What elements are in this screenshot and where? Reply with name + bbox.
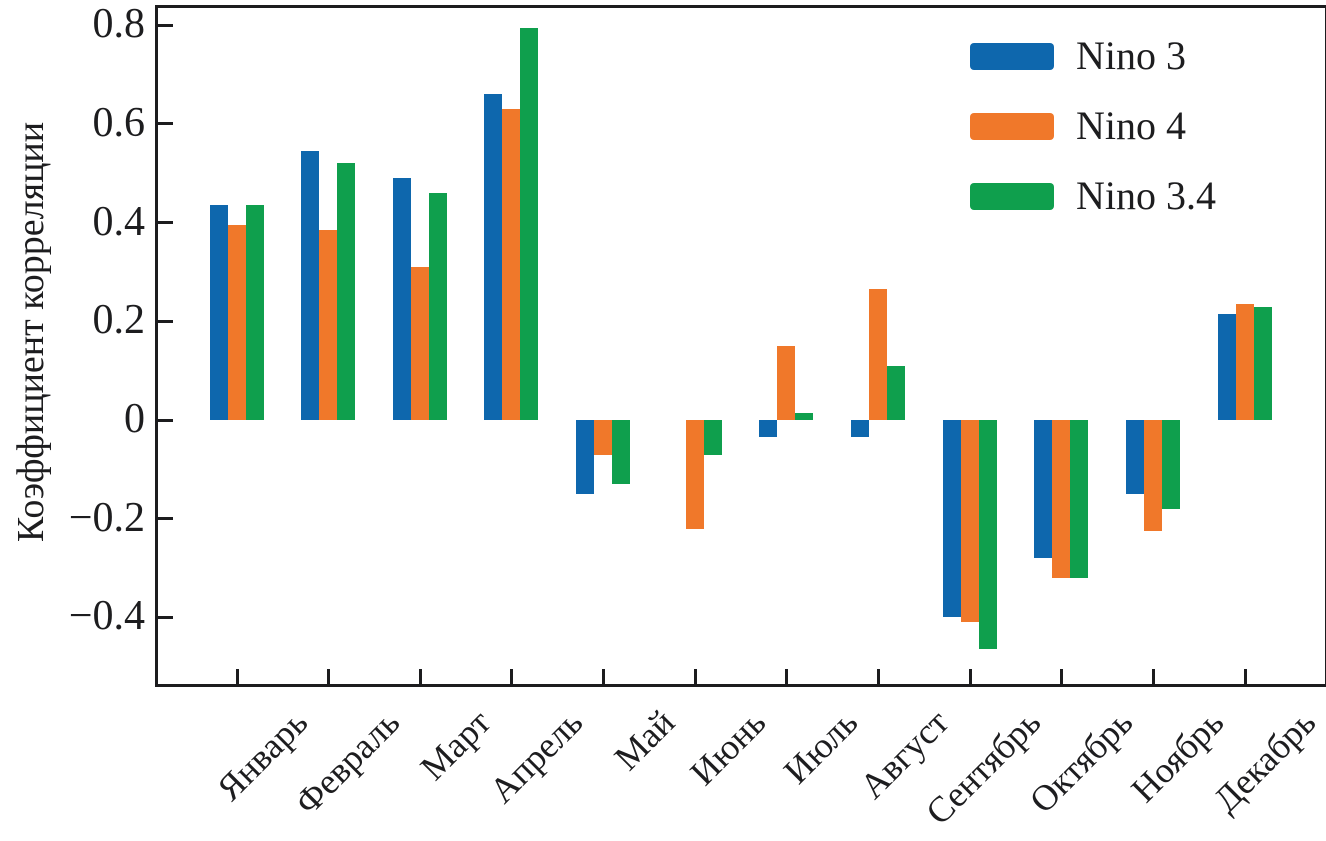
legend-item: Nino 3.4 (970, 176, 1216, 216)
bar-nino4-апрель (502, 109, 521, 420)
x-tick (693, 669, 697, 684)
bar-nino34-май (612, 420, 631, 485)
bar-nino34-март (428, 193, 447, 420)
bar-nino3-февраль (301, 151, 320, 420)
bar-nino4-сентябрь (960, 420, 979, 623)
bar-nino4-июль (777, 346, 796, 420)
y-tick-label: 0.6 (92, 99, 146, 146)
x-tick (235, 669, 239, 684)
x-tick (510, 669, 514, 684)
y-tick-label: 0.8 (92, 1, 146, 48)
x-tick (418, 669, 422, 684)
y-tick-label: −0.4 (68, 593, 145, 640)
bar-nino34-июнь (703, 420, 722, 455)
y-tick (158, 319, 173, 323)
bar-nino3-ноябрь (1125, 420, 1144, 494)
bar-nino4-декабрь (1235, 304, 1254, 420)
bar-nino3-октябрь (1034, 420, 1053, 559)
bar-nino34-июль (795, 412, 814, 420)
bar-nino3-январь (209, 205, 228, 420)
bar-nino3-май (576, 420, 595, 494)
legend-swatch-nino3 (970, 42, 1054, 70)
legend-item: Nino 3 (970, 36, 1216, 76)
bar-nino3-апрель (484, 94, 503, 420)
bar-nino34-ноябрь (1161, 420, 1180, 509)
legend-swatch-nino34 (970, 182, 1054, 210)
y-tick-label: 0.4 (92, 198, 146, 245)
bar-nino4-март (410, 267, 429, 420)
y-tick (158, 418, 173, 422)
legend-label: Nino 3.4 (1076, 173, 1216, 218)
y-tick-label: −0.2 (68, 494, 145, 541)
legend-label: Nino 3 (1076, 33, 1186, 78)
bar-nino3-март (392, 178, 411, 420)
x-tick (785, 669, 789, 684)
x-tick (876, 669, 880, 684)
x-tick (1060, 669, 1064, 684)
y-tick (158, 615, 173, 619)
bar-nino34-октябрь (1070, 420, 1089, 578)
bar-nino3-сентябрь (942, 420, 961, 618)
bar-nino3-декабрь (1217, 313, 1236, 420)
x-tick (1243, 669, 1247, 684)
legend: Nino 3 Nino 4 Nino 3.4 (970, 36, 1216, 216)
x-tick (602, 669, 606, 684)
bar-nino4-май (594, 420, 613, 455)
bar-nino34-декабрь (1253, 306, 1272, 420)
bar-nino4-август (868, 289, 887, 420)
y-tick-label: 0.2 (92, 297, 146, 344)
bar-nino34-сентябрь (978, 420, 997, 650)
y-tick (158, 221, 173, 225)
bar-nino4-январь (227, 225, 246, 420)
x-tick (968, 669, 972, 684)
bar-nino34-апрель (520, 27, 539, 420)
bar-nino4-февраль (319, 230, 338, 420)
x-tick (1151, 669, 1155, 684)
y-tick (158, 122, 173, 126)
y-tick-label: 0 (124, 396, 145, 442)
y-tick (158, 23, 173, 27)
bar-nino3-июль (759, 420, 778, 438)
bar-nino34-январь (245, 205, 264, 420)
bar-nino4-октябрь (1052, 420, 1071, 578)
bar-nino34-август (886, 365, 905, 420)
y-tick (158, 517, 173, 521)
legend-label: Nino 4 (1076, 103, 1186, 148)
x-tick (327, 669, 331, 684)
bar-nino3-август (850, 420, 869, 438)
bar-nino4-июнь (685, 420, 704, 529)
plot-area: 0.8 0.6 0.4 0.2 0 −0.2 −0.4 Январь Февраль Март Ап… (69, 1, 1326, 832)
legend-swatch-nino4 (970, 112, 1054, 140)
bar-nino34-февраль (337, 163, 356, 420)
legend-item: Nino 4 (970, 106, 1216, 146)
bar-nino4-ноябрь (1143, 420, 1162, 532)
